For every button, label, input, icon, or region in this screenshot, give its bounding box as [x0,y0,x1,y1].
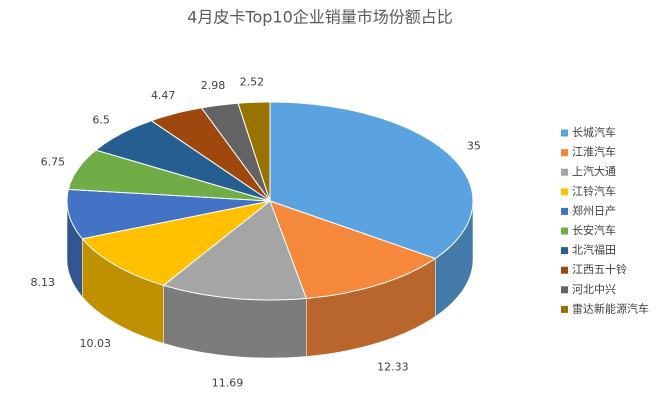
legend-swatch [561,207,568,215]
data-label: 10.03 [80,337,112,350]
data-label: 12.33 [377,360,409,373]
legend-label: 雷达新能源汽车 [572,301,649,315]
data-label: 2.98 [201,79,226,92]
legend-swatch [561,227,568,235]
slice [67,149,271,202]
chart-title: 4月皮卡Top10企业销量市场份额占比 [187,8,453,27]
legend-label: 郑州日产 [572,203,616,217]
legend-label: 上汽大通 [572,164,616,178]
legend-swatch [561,149,568,157]
slice [150,107,271,202]
data-label: 35 [467,140,481,153]
slice [269,101,474,260]
legend-label: 江淮汽车 [572,145,616,159]
legend-label: 长安汽车 [572,223,616,237]
legend-label: 长城汽车 [572,125,616,139]
slice [269,200,437,299]
legend-swatch [561,266,568,274]
data-label: 8.13 [31,276,56,289]
legend-swatch [561,168,568,176]
data-label: 4.47 [151,89,176,102]
legend-label: 北汽福田 [572,243,616,257]
legend-label: 江铃汽车 [572,184,616,198]
slice [94,120,271,202]
data-label: 6.75 [41,156,66,169]
legend-label: 河北中兴 [572,283,616,296]
slice [162,200,307,301]
legend-swatch [561,188,568,196]
slice [237,101,271,202]
legend-swatch [561,247,568,255]
legend-swatch [561,286,568,294]
data-label: 11.69 [212,377,244,390]
slice [200,102,271,202]
legend-label: 江西五十铃 [572,262,627,276]
data-label: 2.52 [240,76,265,89]
slice [66,188,271,240]
legend-swatch [561,129,568,137]
slice [81,200,271,286]
data-label: 6.5 [92,114,110,127]
legend-swatch [561,305,568,313]
